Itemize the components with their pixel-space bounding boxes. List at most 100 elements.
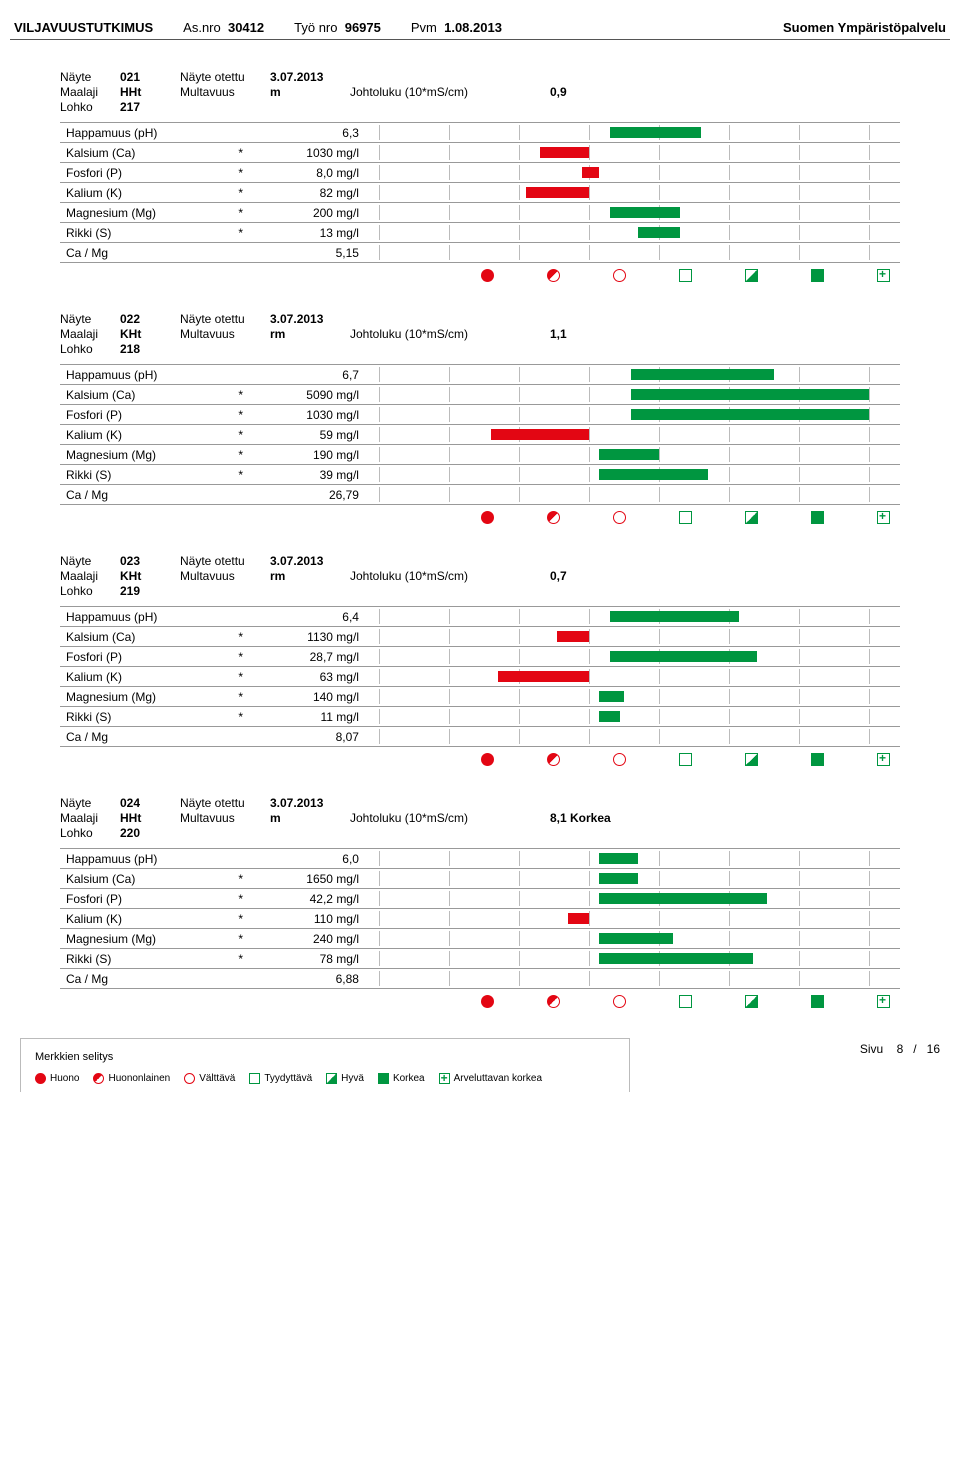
page-header: VILJAVUUSTUTKIMUS As.nro 30412 Työ nro 9… bbox=[10, 20, 950, 40]
star-marker bbox=[230, 485, 251, 505]
gridline bbox=[589, 185, 590, 200]
table-row: Ca / Mg26,79 bbox=[60, 485, 900, 505]
gridline bbox=[729, 225, 730, 240]
nayte-value: 021 bbox=[120, 70, 180, 84]
gridline bbox=[799, 689, 800, 704]
gridline bbox=[729, 729, 730, 744]
gridline bbox=[869, 145, 870, 160]
gridline bbox=[729, 185, 730, 200]
c-empty-icon bbox=[613, 995, 626, 1008]
gridline bbox=[449, 891, 450, 906]
gridline bbox=[729, 669, 730, 684]
gridline bbox=[449, 125, 450, 140]
sample-meta: Näyte023Näyte otettu3.07.2013MaalajiKHtM… bbox=[60, 554, 900, 598]
lohko-value: 218 bbox=[120, 342, 180, 356]
gridline bbox=[589, 427, 590, 442]
gridline bbox=[869, 487, 870, 502]
gridline bbox=[379, 245, 380, 260]
gridline bbox=[659, 245, 660, 260]
table-row: Rikki (S)*39 mg/l bbox=[60, 465, 900, 485]
gridline bbox=[659, 427, 660, 442]
star-marker: * bbox=[230, 183, 251, 203]
bar bbox=[599, 953, 753, 964]
gridline bbox=[449, 871, 450, 886]
gridline bbox=[799, 427, 800, 442]
param-chart bbox=[379, 969, 900, 989]
bar bbox=[568, 913, 589, 924]
gridline bbox=[449, 931, 450, 946]
gridline bbox=[589, 931, 590, 946]
c-fill-icon bbox=[481, 511, 494, 524]
gridline bbox=[379, 609, 380, 624]
star-marker: * bbox=[230, 203, 251, 223]
gridline bbox=[869, 447, 870, 462]
param-value: 78 mg/l bbox=[251, 949, 379, 969]
johtoluku-value: 1,1 bbox=[550, 327, 690, 341]
table-row: Magnesium (Mg)*240 mg/l bbox=[60, 929, 900, 949]
table-row: Kalsium (Ca)*1030 mg/l bbox=[60, 143, 900, 163]
gridline bbox=[449, 609, 450, 624]
gridline bbox=[589, 851, 590, 866]
sample-block: Näyte024Näyte otettu3.07.2013MaalajiHHtM… bbox=[60, 796, 900, 1008]
gridline bbox=[729, 447, 730, 462]
bar bbox=[631, 369, 775, 380]
gridline bbox=[799, 467, 800, 482]
gridline bbox=[589, 729, 590, 744]
gridline bbox=[519, 225, 520, 240]
gridline bbox=[519, 185, 520, 200]
table-row: Rikki (S)*78 mg/l bbox=[60, 949, 900, 969]
gridline bbox=[869, 427, 870, 442]
gridline bbox=[729, 911, 730, 926]
param-chart bbox=[379, 627, 900, 647]
param-value: 190 mg/l bbox=[251, 445, 379, 465]
param-value: 110 mg/l bbox=[251, 909, 379, 929]
param-name: Kalium (K) bbox=[60, 667, 230, 687]
gridline bbox=[659, 185, 660, 200]
param-value: 42,2 mg/l bbox=[251, 889, 379, 909]
multavuus-value: m bbox=[270, 85, 350, 99]
star-marker bbox=[230, 607, 251, 627]
c-fill-icon bbox=[35, 1073, 46, 1084]
param-name: Kalium (K) bbox=[60, 183, 230, 203]
gridline bbox=[729, 205, 730, 220]
s-empty-icon bbox=[679, 995, 692, 1008]
table-row: Kalsium (Ca)*5090 mg/l bbox=[60, 385, 900, 405]
gridline bbox=[869, 951, 870, 966]
bar bbox=[599, 691, 624, 702]
table-row: Fosfori (P)*1030 mg/l bbox=[60, 405, 900, 425]
gridline bbox=[449, 729, 450, 744]
gridline bbox=[379, 891, 380, 906]
param-value: 6,3 bbox=[251, 123, 379, 143]
star-marker: * bbox=[230, 223, 251, 243]
gridline bbox=[869, 911, 870, 926]
otettu-value: 3.07.2013 bbox=[270, 554, 350, 568]
gridline bbox=[449, 649, 450, 664]
bar bbox=[610, 651, 757, 662]
param-chart bbox=[379, 647, 900, 667]
gridline bbox=[449, 145, 450, 160]
gridline bbox=[869, 125, 870, 140]
star-marker: * bbox=[230, 143, 251, 163]
param-name: Ca / Mg bbox=[60, 485, 230, 505]
gridline bbox=[519, 487, 520, 502]
pvm-label: Pvm bbox=[411, 20, 437, 35]
s-fill-icon bbox=[811, 269, 824, 282]
legend-title: Merkkien selitys bbox=[35, 1051, 615, 1063]
gridline bbox=[799, 871, 800, 886]
otettu-value: 3.07.2013 bbox=[270, 796, 350, 810]
s-half-icon bbox=[326, 1073, 337, 1084]
param-name: Happamuus (pH) bbox=[60, 365, 230, 385]
table-row: Magnesium (Mg)*140 mg/l bbox=[60, 687, 900, 707]
table-row: Kalsium (Ca)*1650 mg/l bbox=[60, 869, 900, 889]
maalaji-value: KHt bbox=[120, 327, 180, 341]
c-half-icon bbox=[547, 753, 560, 766]
param-chart bbox=[379, 465, 900, 485]
gridline bbox=[379, 165, 380, 180]
param-name: Kalsium (Ca) bbox=[60, 143, 230, 163]
gridline bbox=[589, 689, 590, 704]
bar bbox=[599, 933, 673, 944]
param-name: Ca / Mg bbox=[60, 969, 230, 989]
lohko-label: Lohko bbox=[60, 826, 120, 840]
gridline bbox=[589, 447, 590, 462]
lohko-value: 220 bbox=[120, 826, 180, 840]
